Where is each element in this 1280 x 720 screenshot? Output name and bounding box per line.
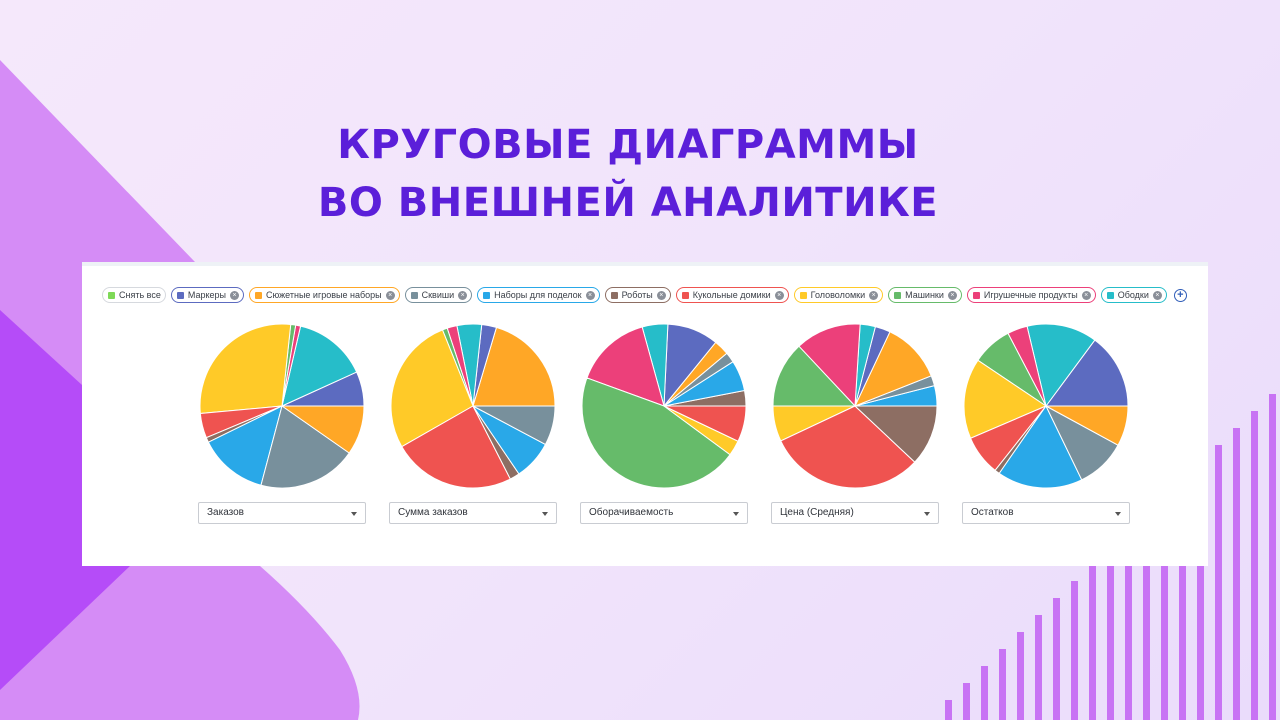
- category-chip[interactable]: Сквиши ×: [404, 287, 473, 303]
- pie-slice[interactable]: [199, 324, 292, 415]
- category-chip[interactable]: Игрушечные продукты ×: [966, 287, 1096, 303]
- close-icon[interactable]: ×: [458, 290, 468, 300]
- pie-chart: Сумма заказов: [389, 324, 559, 524]
- category-chip[interactable]: Роботы ×: [604, 287, 671, 303]
- pie-svg: [772, 324, 938, 489]
- metric-select[interactable]: Оборачиваемость: [580, 502, 748, 524]
- analytics-card: Снять все Маркеры × Сюжетные игровые набор…: [82, 262, 1208, 566]
- metric-select[interactable]: Остатков: [962, 502, 1130, 524]
- category-chip-label: Маркеры: [187, 290, 226, 300]
- category-swatch: [681, 291, 689, 299]
- category-swatch: [410, 291, 418, 299]
- metric-select[interactable]: Цена (Средняя): [771, 502, 939, 524]
- pie-svg: [199, 324, 365, 489]
- clear-all-label: Снять все: [119, 290, 161, 300]
- metric-select-value: Заказов: [207, 507, 244, 518]
- pie-slice[interactable]: [663, 405, 747, 442]
- close-icon[interactable]: ×: [1081, 290, 1091, 300]
- clear-all-chip[interactable]: Снять все: [102, 287, 166, 303]
- category-chip[interactable]: Головоломки ×: [793, 287, 884, 303]
- category-chip-label: Головоломки: [810, 290, 866, 300]
- pie-slice[interactable]: [853, 405, 938, 463]
- pie-svg: [581, 324, 747, 489]
- close-icon[interactable]: ×: [1152, 290, 1162, 300]
- category-chip[interactable]: Сюжетные игровые наборы ×: [248, 287, 400, 303]
- close-icon[interactable]: ×: [585, 290, 595, 300]
- metric-select-value: Оборачиваемость: [589, 507, 674, 518]
- close-icon[interactable]: ×: [656, 290, 666, 300]
- close-icon[interactable]: ×: [869, 290, 879, 300]
- close-icon[interactable]: ×: [947, 290, 957, 300]
- category-chip-label: Сюжетные игровые наборы: [265, 290, 382, 300]
- pie-slice[interactable]: [1026, 324, 1096, 408]
- pie-slice[interactable]: [854, 331, 932, 407]
- category-swatch: [894, 291, 902, 299]
- pie-slice[interactable]: [207, 405, 283, 486]
- metric-select-value: Цена (Средняя): [780, 507, 854, 518]
- pie-svg: [963, 324, 1129, 489]
- pie-chart: Цена (Средняя): [771, 324, 941, 524]
- pie-slice[interactable]: [581, 377, 731, 489]
- pie-slice[interactable]: [472, 326, 556, 407]
- pie-slice[interactable]: [998, 405, 1083, 489]
- category-chip-label: Роботы: [621, 290, 653, 300]
- category-chip-label: Сквиши: [421, 290, 455, 300]
- pie-chart: Оборачиваемость: [580, 324, 750, 524]
- category-swatch: [972, 291, 980, 299]
- chevron-down-icon: [351, 512, 357, 516]
- category-chip[interactable]: Машинки ×: [888, 287, 962, 303]
- category-chip[interactable]: Маркеры ×: [170, 287, 244, 303]
- pie-slice[interactable]: [772, 345, 857, 407]
- chevron-down-icon: [924, 512, 930, 516]
- category-chip-label: Ободки: [1117, 290, 1149, 300]
- category-chip-label: Машинки: [905, 290, 944, 300]
- pie-slice[interactable]: [1045, 405, 1129, 446]
- metric-select-value: Сумма заказов: [398, 507, 468, 518]
- pie-slice[interactable]: [963, 359, 1048, 439]
- category-chip[interactable]: Ободки ×: [1100, 287, 1167, 303]
- category-chip-label: Кукольные домики: [692, 290, 771, 300]
- pie-slice[interactable]: [780, 405, 916, 489]
- plus-circle-icon[interactable]: +: [1173, 288, 1187, 302]
- category-chip-label: Наборы для поделок: [494, 290, 582, 300]
- pie-slice[interactable]: [472, 405, 556, 446]
- title-line-2: ВО ВНЕШНЕЙ АНАЛИТИКЕ: [317, 180, 939, 226]
- metric-select-value: Остатков: [971, 507, 1014, 518]
- metric-select[interactable]: Сумма заказов: [389, 502, 557, 524]
- pie-chart: Заказов: [198, 324, 368, 524]
- clear-all-swatch: [108, 291, 115, 299]
- page-title: КРУГОВЫЕ ДИАГРАММЫ ВО ВНЕШНЕЙ АНАЛИТИКЕ: [0, 116, 1256, 232]
- category-swatch: [1106, 291, 1114, 299]
- close-icon[interactable]: ×: [229, 290, 239, 300]
- pie-slice[interactable]: [586, 326, 665, 407]
- close-icon[interactable]: ×: [385, 290, 395, 300]
- category-swatch: [610, 291, 618, 299]
- category-swatch: [254, 291, 262, 299]
- metric-select[interactable]: Заказов: [198, 502, 366, 524]
- close-icon[interactable]: ×: [774, 290, 784, 300]
- category-filter-bar: Снять все Маркеры × Сюжетные игровые набор…: [102, 286, 1187, 304]
- chevron-down-icon: [1115, 512, 1121, 516]
- category-swatch: [799, 291, 807, 299]
- chevron-down-icon: [542, 512, 548, 516]
- title-line-1: КРУГОВЫЕ ДИАГРАММЫ: [337, 122, 919, 168]
- pie-slice[interactable]: [260, 405, 350, 489]
- pie-slice[interactable]: [280, 405, 365, 454]
- category-chip-label: Игрушечные продукты: [983, 290, 1078, 300]
- pie-slice[interactable]: [281, 325, 358, 407]
- pie-svg: [390, 324, 556, 489]
- category-swatch: [176, 291, 184, 299]
- pie-slice[interactable]: [1045, 339, 1129, 407]
- category-swatch: [483, 291, 491, 299]
- category-chip[interactable]: Наборы для поделок ×: [477, 287, 600, 303]
- chevron-down-icon: [733, 512, 739, 516]
- category-chip[interactable]: Кукольные домики ×: [675, 287, 789, 303]
- pie-slice[interactable]: [798, 324, 861, 408]
- pie-chart: Остатков: [962, 324, 1132, 524]
